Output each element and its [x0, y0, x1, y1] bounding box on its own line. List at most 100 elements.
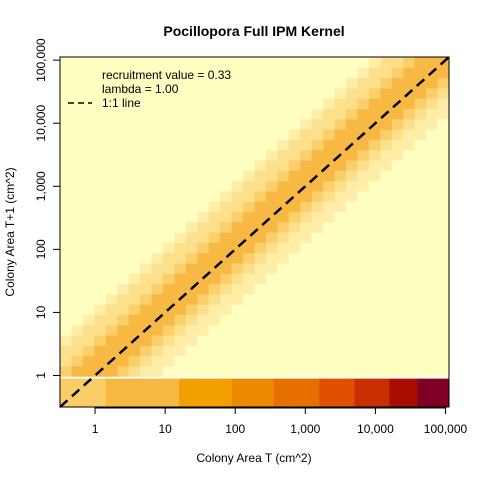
- heatmap-cell: [437, 77, 450, 89]
- heatmap-cell: [105, 159, 118, 171]
- heatmap-cell: [71, 170, 84, 182]
- heatmap-cell: [368, 345, 381, 357]
- heatmap-cell: [71, 108, 84, 120]
- heatmap-cell: [208, 242, 221, 254]
- legend-recruitment-value: recruitment value = 0.33: [102, 68, 231, 82]
- heatmap-cell: [140, 159, 153, 171]
- heatmap-cell: [334, 190, 347, 202]
- heatmap-cell: [60, 304, 73, 315]
- heatmap-cell: [265, 170, 278, 182]
- heatmap-cell: [380, 201, 393, 213]
- heatmap-cell: [265, 283, 278, 295]
- heatmap-cell: [208, 221, 221, 233]
- heatmap-cell: [208, 57, 221, 68]
- heatmap-cell: [220, 98, 233, 110]
- heatmap-cell: [117, 170, 130, 182]
- heatmap-cell: [185, 211, 198, 223]
- heatmap-cell: [346, 304, 359, 315]
- heatmap-cell: [231, 252, 244, 264]
- heatmap-cell: [391, 118, 404, 130]
- heatmap-cell: [414, 304, 427, 315]
- heatmap-cell: [82, 159, 95, 171]
- heatmap-cell: [311, 262, 324, 274]
- heatmap-cell: [311, 232, 324, 243]
- heatmap-cell: [414, 139, 427, 151]
- heatmap-cell: [151, 232, 164, 243]
- heatmap-cell: [265, 273, 278, 285]
- heatmap-cell: [162, 129, 176, 140]
- heatmap-cell: [185, 170, 198, 182]
- heatmap-cell: [323, 211, 336, 223]
- heatmap-cell: [414, 232, 427, 243]
- heatmap-cell: [288, 108, 301, 120]
- recruitment-cell: [273, 378, 320, 407]
- heatmap-cell: [197, 201, 210, 213]
- heatmap-cell: [60, 129, 73, 140]
- heatmap-cell: [174, 345, 187, 357]
- heatmap-cell: [117, 304, 130, 315]
- heatmap-cell: [368, 139, 381, 151]
- heatmap-cell: [288, 314, 301, 326]
- heatmap-cell: [334, 118, 347, 130]
- heatmap-cell: [71, 98, 84, 110]
- heatmap-cell: [277, 324, 290, 336]
- heatmap-cell: [162, 262, 176, 274]
- heatmap-cell: [243, 345, 256, 357]
- heatmap-cell: [254, 365, 267, 377]
- heatmap-cell: [391, 77, 404, 89]
- heatmap-cell: [277, 314, 290, 326]
- heatmap-cell: [414, 67, 427, 79]
- heatmap-cell: [243, 232, 256, 243]
- heatmap-cell: [208, 252, 221, 264]
- heatmap-cell: [220, 293, 233, 305]
- heatmap-cell: [368, 252, 381, 264]
- heatmap-cell: [94, 139, 107, 151]
- heatmap-cell: [220, 345, 233, 357]
- heatmap-cell: [380, 159, 393, 171]
- heatmap-cell: [403, 139, 416, 151]
- x-tick-label: 1,000: [290, 422, 320, 436]
- heatmap-cell: [94, 77, 107, 89]
- heatmap-cell: [243, 159, 256, 171]
- heatmap-cell: [265, 345, 278, 357]
- heatmap-cell: [346, 67, 359, 79]
- heatmap-cell: [311, 345, 324, 357]
- heatmap-cell: [105, 324, 118, 336]
- heatmap-cell: [346, 273, 359, 285]
- heatmap-cell: [368, 355, 381, 367]
- heatmap-cell: [162, 345, 176, 357]
- heatmap-cell: [197, 118, 210, 130]
- heatmap-cell: [60, 232, 73, 243]
- heatmap-cell: [391, 334, 404, 346]
- heatmap-cell: [323, 170, 336, 182]
- heatmap-cell: [220, 201, 233, 213]
- heatmap-cell: [220, 314, 233, 326]
- heatmap-cell: [220, 190, 233, 202]
- heatmap-cell: [288, 149, 301, 161]
- heatmap-cell: [300, 324, 313, 336]
- heatmap-cell: [174, 221, 187, 233]
- heatmap-cell: [254, 262, 267, 274]
- heatmap-cell: [357, 170, 370, 182]
- heatmap-cell: [162, 57, 176, 68]
- heatmap-cell: [288, 283, 301, 295]
- heatmap-cell: [403, 273, 416, 285]
- heatmap-cell: [220, 232, 233, 243]
- heatmap-cell: [391, 304, 404, 315]
- heatmap-cell: [403, 190, 416, 202]
- heatmap-cell: [231, 190, 244, 202]
- y-tick-label: 1,000: [34, 171, 48, 201]
- heatmap-cell: [323, 149, 336, 161]
- heatmap-cell: [288, 324, 301, 336]
- heatmap-cell: [357, 87, 370, 99]
- heatmap-cell: [277, 118, 290, 130]
- heatmap-cell: [334, 139, 347, 151]
- heatmap-cell: [357, 355, 370, 367]
- heatmap-cell: [403, 211, 416, 223]
- heatmap-cell: [403, 67, 416, 79]
- x-tick-label: 100: [225, 422, 245, 436]
- heatmap-cell: [357, 180, 370, 192]
- heatmap-cell: [346, 159, 359, 171]
- heatmap-cell: [277, 180, 290, 192]
- heatmap-cell: [60, 108, 73, 120]
